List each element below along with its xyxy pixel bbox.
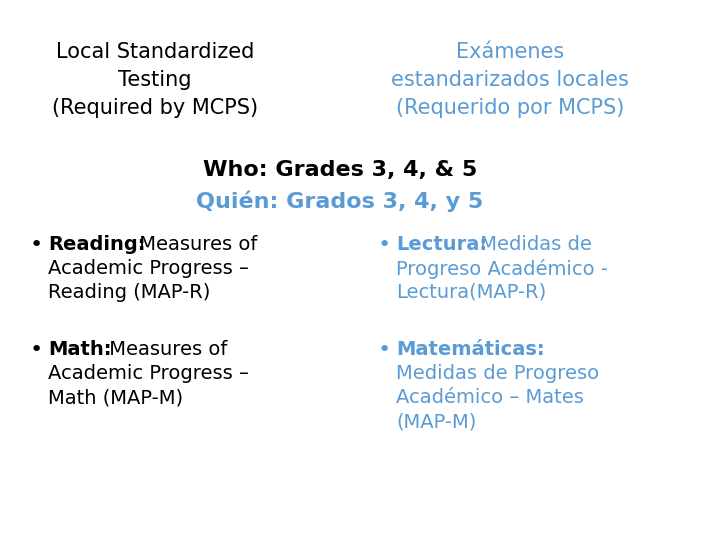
Text: (Requerido por MCPS): (Requerido por MCPS) [396, 98, 624, 118]
Text: Lectura(MAP-R): Lectura(MAP-R) [396, 283, 546, 302]
Text: Who: Grades 3, 4, & 5: Who: Grades 3, 4, & 5 [203, 160, 477, 180]
Text: •: • [30, 340, 43, 360]
Text: Medidas de Progreso: Medidas de Progreso [396, 364, 599, 383]
Text: estandarizados locales: estandarizados locales [391, 70, 629, 90]
Text: Exámenes: Exámenes [456, 42, 564, 62]
Text: Measures of: Measures of [103, 340, 228, 359]
Text: Matemáticas:: Matemáticas: [396, 340, 544, 359]
Text: Medidas de: Medidas de [474, 235, 592, 254]
Text: Math:: Math: [48, 340, 112, 359]
Text: •: • [30, 235, 43, 255]
Text: (Required by MCPS): (Required by MCPS) [52, 98, 258, 118]
Text: Académico – Mates: Académico – Mates [396, 388, 584, 407]
Text: •: • [378, 340, 391, 360]
Text: Reading (MAP-R): Reading (MAP-R) [48, 283, 210, 302]
Text: Reading:: Reading: [48, 235, 145, 254]
Text: Testing: Testing [118, 70, 192, 90]
Text: Academic Progress –: Academic Progress – [48, 364, 249, 383]
Text: Quién: Grados 3, 4, y 5: Quién: Grados 3, 4, y 5 [197, 190, 484, 212]
Text: (MAP-M): (MAP-M) [396, 412, 477, 431]
Text: Lectura:: Lectura: [396, 235, 487, 254]
Text: •: • [378, 235, 391, 255]
Text: Academic Progress –: Academic Progress – [48, 259, 249, 278]
Text: Measures of: Measures of [133, 235, 257, 254]
Text: Progreso Académico -: Progreso Académico - [396, 259, 608, 279]
Text: Math (MAP-M): Math (MAP-M) [48, 388, 183, 407]
Text: Local Standardized: Local Standardized [56, 42, 254, 62]
